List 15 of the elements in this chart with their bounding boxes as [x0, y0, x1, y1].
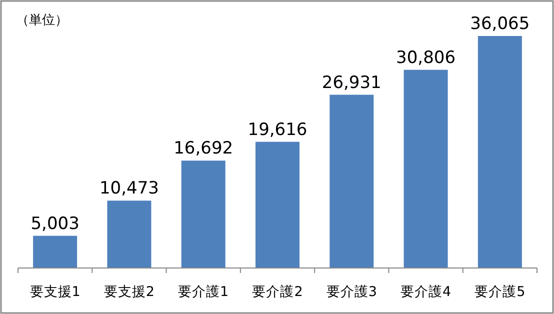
data-label: 30,806: [396, 48, 456, 68]
text: （単位）: [16, 13, 68, 28]
x-tick-label: 要支援1: [30, 284, 80, 300]
x-tick-label: 要介護4: [400, 284, 452, 300]
data-label: 10,473: [99, 178, 159, 199]
x-tick-label: 要介護2: [252, 284, 303, 300]
data-label: 16,692: [174, 138, 234, 159]
x-tick-label: 要介護5: [474, 284, 526, 300]
data-label: 36,065: [470, 14, 530, 34]
x-tick-label: 要支援2: [104, 284, 155, 300]
data-label: 19,616: [248, 120, 308, 140]
x-tick-label: 要介護3: [326, 284, 377, 300]
x-tick-label: 要介護1: [178, 284, 229, 300]
data-label: 5,003: [30, 214, 80, 234]
data-label: 26,931: [322, 72, 382, 93]
